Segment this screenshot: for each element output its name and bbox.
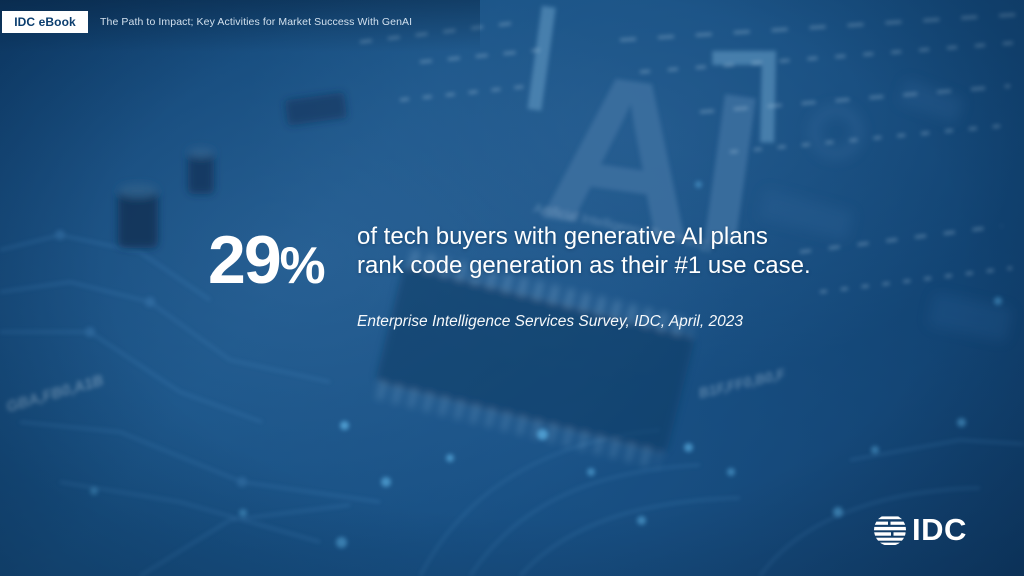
stat-value: 29% (208, 226, 326, 295)
glow-dot (727, 468, 735, 476)
circuit-traces-left (0, 230, 381, 576)
glow-dot (871, 446, 879, 454)
glow-dot (994, 297, 1002, 305)
microchip (375, 249, 695, 470)
glow-dot (381, 477, 391, 487)
ai-watermark-group: AI Artificial Intelligence Technology (527, 5, 777, 293)
glow-dot (537, 429, 548, 440)
stat-description: of tech buyers with generative AI plans … (357, 222, 811, 280)
capacitor-components (118, 92, 347, 248)
circuit-code-right: B1F,FF0,B0,F (697, 365, 787, 400)
frame-bracket-left-icon (527, 5, 556, 111)
glow-dot (336, 537, 347, 548)
idc-logo: IDC (873, 513, 967, 547)
glow-dot (957, 418, 966, 427)
ai-watermark: AI (530, 24, 776, 293)
stat-unit: % (279, 236, 326, 294)
glow-dot (90, 487, 98, 495)
source-citation: Enterprise Intelligence Services Survey,… (357, 313, 743, 330)
idc-globe-icon (874, 516, 906, 545)
glow-dot (695, 181, 702, 188)
data-stream-dashes (359, 12, 1024, 294)
glow-dot (587, 468, 595, 476)
stat-description-line1: of tech buyers with generative AI plans (357, 223, 768, 250)
page-title: The Path to Impact; Key Activities for M… (100, 16, 413, 28)
circuit-traces-bottom (419, 429, 1024, 576)
glow-dot (637, 516, 646, 525)
stat-description-line2: rank code generation as their #1 use cas… (357, 252, 811, 279)
ebook-badge: IDC eBook (2, 11, 88, 33)
stat-number: 29 (208, 222, 282, 298)
components-right (758, 79, 1012, 342)
glow-dot (833, 507, 843, 517)
glow-dot (340, 421, 349, 430)
idc-logo-text: IDC (912, 512, 967, 547)
glow-dot (446, 454, 454, 462)
glow-dot (239, 509, 247, 517)
frame-bracket-right-icon (712, 50, 777, 143)
circuit-code-left: GBA,FB0,A1B (4, 372, 105, 416)
glow-dot (684, 443, 693, 452)
